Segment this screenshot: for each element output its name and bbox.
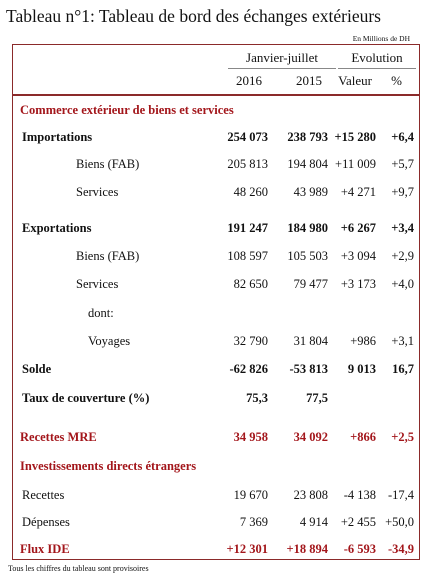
cell: +2 455: [340, 515, 376, 529]
row-label: Voyages: [88, 334, 131, 348]
header-rule: [12, 94, 420, 96]
row-label: dont:: [88, 306, 114, 320]
cell: +4,0: [391, 277, 414, 291]
cell: +4 271: [340, 185, 376, 199]
cell: 75,3: [246, 391, 268, 405]
header-underline: [228, 68, 336, 69]
cell: -17,4: [387, 488, 414, 502]
header-period: Janvier-juillet: [246, 50, 318, 65]
cell: +6 267: [340, 221, 376, 235]
row-label: Services: [76, 185, 119, 199]
section-title: Commerce extérieur de biens et services: [20, 103, 234, 117]
row-label: Taux de couverture (%): [22, 391, 150, 405]
row-label: Dépenses: [22, 515, 70, 529]
footnote: Tous les chiffres du tableau sont provis…: [8, 564, 149, 573]
cell: -53 813: [289, 362, 328, 376]
row-label: Exportations: [22, 221, 92, 235]
header-underline: [338, 68, 416, 69]
column-header: %: [391, 73, 402, 88]
cell: 205 813: [227, 157, 268, 171]
column-header: Valeur: [338, 73, 372, 88]
cell: 48 260: [233, 185, 268, 199]
row-label: Solde: [22, 362, 52, 376]
title: Tableau n°1: Tableau de bord des échange…: [6, 6, 381, 26]
cell: 43 989: [293, 185, 328, 199]
cell: 191 247: [227, 221, 268, 235]
section-title: Investissements directs étrangers: [20, 459, 197, 473]
cell: +3,4: [391, 221, 414, 235]
column-header: 2016: [236, 73, 262, 88]
row-label: Recettes MRE: [20, 430, 97, 444]
cell: 23 808: [293, 488, 328, 502]
column-header: 2015: [296, 73, 322, 88]
cell: +50,0: [385, 515, 414, 529]
cell: +5,7: [391, 157, 414, 171]
cell: 108 597: [227, 249, 268, 263]
cell: 34 092: [293, 430, 328, 444]
cell: +3 173: [340, 277, 376, 291]
unit: En Millions de DH: [352, 34, 410, 43]
cell: 77,5: [306, 391, 328, 405]
cell: +2,5: [391, 430, 414, 444]
cell: 105 503: [287, 249, 328, 263]
cell: -34,9: [387, 542, 414, 556]
cell: 79 477: [293, 277, 328, 291]
row-label: Flux IDE: [20, 542, 70, 556]
cell: 7 369: [239, 515, 268, 529]
cell: +9,7: [391, 185, 414, 199]
cell: 9 013: [347, 362, 376, 376]
cell: +3 094: [340, 249, 376, 263]
cell: 34 958: [233, 430, 268, 444]
cell: +12 301: [226, 542, 269, 556]
cell: 194 804: [287, 157, 328, 171]
frame-top: [12, 44, 420, 45]
cell: 254 073: [227, 130, 268, 144]
frame-left: [12, 44, 13, 560]
cell: +2,9: [391, 249, 414, 263]
cell: 19 670: [233, 488, 268, 502]
cell: +15 280: [334, 130, 377, 144]
cell: +11 009: [335, 157, 376, 171]
row-label: Biens (FAB): [76, 157, 140, 171]
cell: +6,4: [391, 130, 414, 144]
cell: -6 593: [343, 542, 376, 556]
cell: 82 650: [233, 277, 268, 291]
cell: +866: [350, 430, 376, 444]
cell: 238 793: [287, 130, 328, 144]
cell: +3,1: [391, 334, 414, 348]
cell: 184 980: [287, 221, 328, 235]
row-label: Importations: [22, 130, 93, 144]
cell: 16,7: [392, 362, 414, 376]
row-label: Services: [76, 277, 119, 291]
cell: -62 826: [229, 362, 268, 376]
cell: +18 894: [286, 542, 329, 556]
row-label: Recettes: [22, 488, 65, 502]
cell: 31 804: [293, 334, 328, 348]
frame-bottom: [12, 559, 420, 560]
cell: +986: [350, 334, 376, 348]
cell: 4 914: [299, 515, 328, 529]
row-label: Biens (FAB): [76, 249, 140, 263]
frame-right: [419, 44, 420, 560]
cell: 32 790: [233, 334, 268, 348]
header-evolution: Evolution: [351, 50, 403, 65]
cell: -4 138: [343, 488, 376, 502]
